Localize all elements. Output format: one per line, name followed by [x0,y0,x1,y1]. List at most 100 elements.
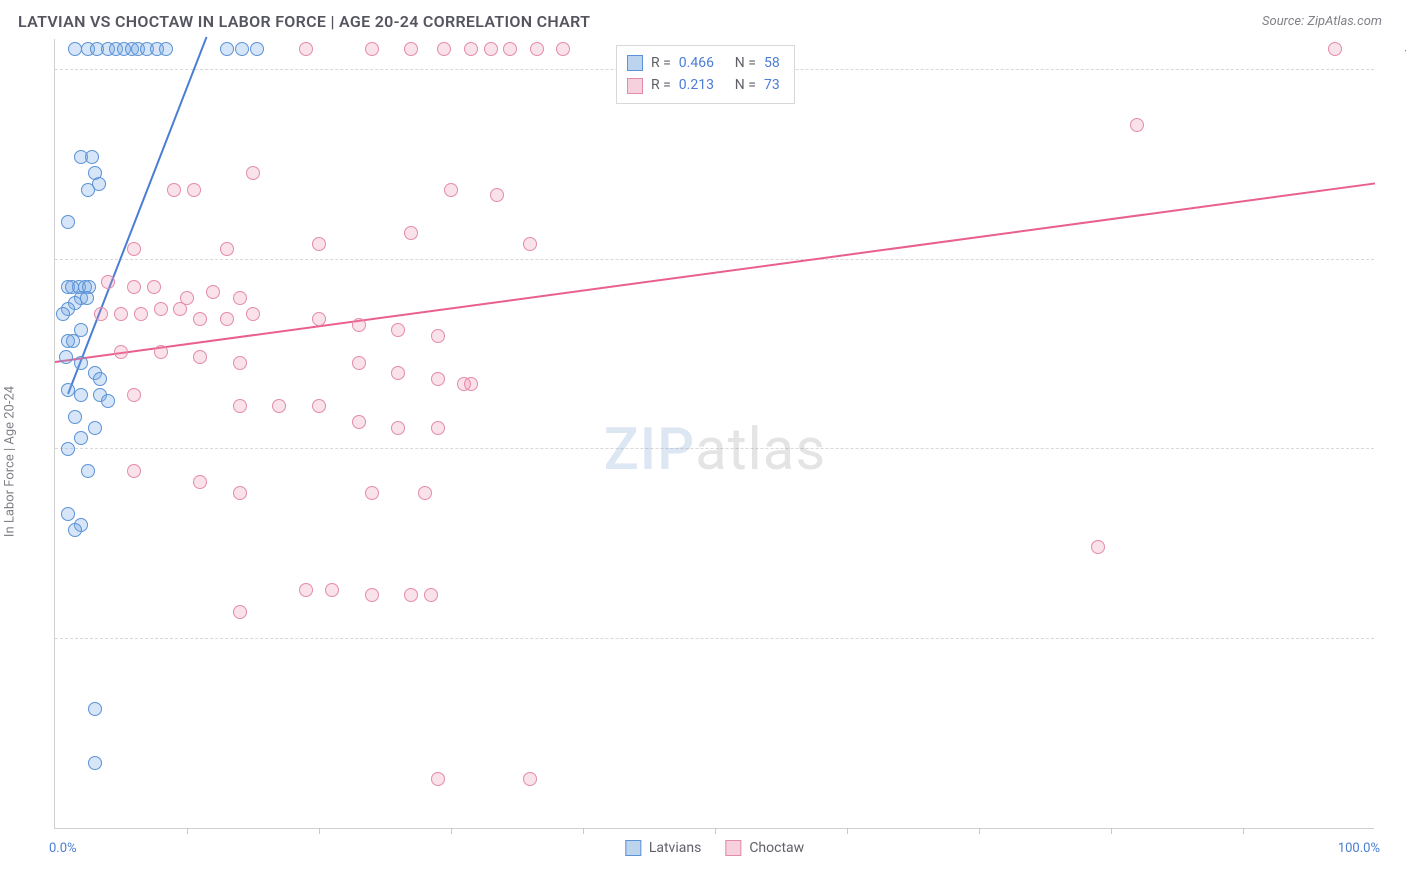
data-point [56,307,70,321]
stat-n-key: N = [735,74,756,96]
data-point [437,42,451,56]
data-point [312,399,326,413]
legend-label: Latvians [649,840,702,856]
data-point [391,366,405,380]
legend-item: Latvians [625,840,702,856]
x-axis-max-label: 100.0% [1338,841,1380,856]
data-point [235,42,249,56]
data-point [365,486,379,500]
data-point [404,226,418,240]
data-point [503,42,517,56]
data-point [272,399,286,413]
data-point [114,345,128,359]
legend-item: Choctaw [725,840,804,856]
data-point [66,334,80,348]
y-tick-label: 47.5% [1382,616,1406,631]
data-point [193,475,207,489]
data-point [233,356,247,370]
data-point [312,237,326,251]
chart-container: In Labor Force | Age 20-24 47.5%65.0%82.… [18,39,1388,869]
data-point [134,307,148,321]
legend-swatch [627,78,643,94]
chart-title: LATVIAN VS CHOCTAW IN LABOR FORCE | AGE … [18,12,590,31]
data-point [233,291,247,305]
data-point [88,421,102,435]
data-point [167,183,181,197]
watermark: ZIPatlas [604,416,827,484]
data-point [404,588,418,602]
data-point [101,394,115,408]
trend-line [67,37,207,395]
data-point [233,605,247,619]
data-point [94,307,108,321]
y-tick-label: 82.5% [1382,237,1406,252]
data-point [127,464,141,478]
data-point [556,42,570,56]
data-point [444,183,458,197]
stats-box: R =0.466N =58R =0.213N =73 [616,45,795,104]
legend-swatch [725,840,741,856]
legend-label: Choctaw [749,840,804,856]
data-point [431,329,445,343]
x-tick [847,828,848,834]
data-point [365,588,379,602]
data-point [88,702,102,716]
data-point [233,399,247,413]
data-point [193,312,207,326]
data-point [85,150,99,164]
x-tick [319,828,320,834]
source-attribution: Source: ZipAtlas.com [1262,14,1382,29]
stat-r-key: R = [651,74,671,96]
data-point [93,372,107,386]
data-point [74,431,88,445]
data-point [530,42,544,56]
y-tick-label: 65.0% [1382,427,1406,442]
data-point [173,302,187,316]
data-point [352,318,366,332]
data-point [61,383,75,397]
data-point [424,588,438,602]
data-point [299,583,313,597]
data-point [246,166,260,180]
data-point [490,188,504,202]
x-tick [1243,828,1244,834]
gridline [55,259,1374,260]
y-axis-label: In Labor Force | Age 20-24 [3,386,18,537]
data-point [464,42,478,56]
data-point [1328,42,1342,56]
x-tick [979,828,980,834]
data-point [154,345,168,359]
data-point [74,356,88,370]
y-tick-label: 100.0% [1382,48,1406,63]
data-point [127,280,141,294]
stat-r-value: 0.213 [679,74,727,96]
data-point [127,242,141,256]
data-point [74,388,88,402]
data-point [391,421,405,435]
data-point [154,302,168,316]
data-point [523,237,537,251]
data-point [431,372,445,386]
data-point [464,377,478,391]
data-point [365,42,379,56]
x-tick [1111,828,1112,834]
stats-row: R = 0.466 N = 58 [627,52,780,74]
stat-n-value: 58 [764,52,780,74]
data-point [159,42,173,56]
stat-r-key: R = [651,52,671,74]
data-point [431,421,445,435]
data-point [220,242,234,256]
data-point [68,523,82,537]
stat-r-value: 0.466 [679,52,727,74]
gridline [55,448,1374,449]
data-point [391,323,405,337]
stat-n-key: N = [735,52,756,74]
data-point [352,415,366,429]
data-point [68,410,82,424]
data-point [61,507,75,521]
trend-line [55,182,1375,363]
data-point [88,756,102,770]
data-point [114,307,128,321]
legend-swatch [625,840,641,856]
gridline [55,638,1374,639]
